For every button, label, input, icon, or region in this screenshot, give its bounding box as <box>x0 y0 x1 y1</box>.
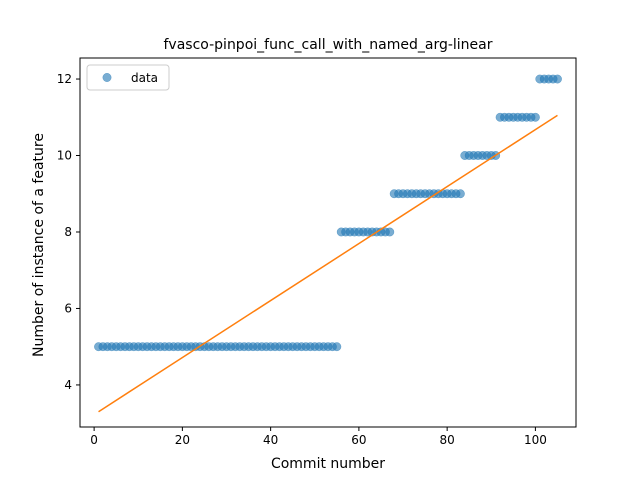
data-point <box>553 75 561 83</box>
x-tick-label: 40 <box>263 433 278 447</box>
data-point <box>531 113 539 121</box>
x-tick-label: 60 <box>351 433 366 447</box>
data-point <box>386 228 394 236</box>
legend-label: data <box>131 71 158 85</box>
x-tick-label: 0 <box>90 433 98 447</box>
x-axis-label: Commit number <box>271 456 385 472</box>
y-tick-label: 4 <box>64 378 72 392</box>
x-tick-label: 20 <box>175 433 190 447</box>
data-point <box>456 190 464 198</box>
x-tick-label: 80 <box>440 433 455 447</box>
y-tick-label: 8 <box>64 225 72 239</box>
y-axis-label: Number of instance of a feature <box>31 133 47 357</box>
y-tick-label: 10 <box>57 149 72 163</box>
chart-title: fvasco-pinpoi_func_call_with_named_arg-l… <box>164 37 493 53</box>
data-point <box>333 342 341 350</box>
y-tick-label: 6 <box>64 301 72 315</box>
x-tick-label: 100 <box>524 433 547 447</box>
y-tick-label: 12 <box>57 72 72 86</box>
legend-marker <box>103 73 111 81</box>
